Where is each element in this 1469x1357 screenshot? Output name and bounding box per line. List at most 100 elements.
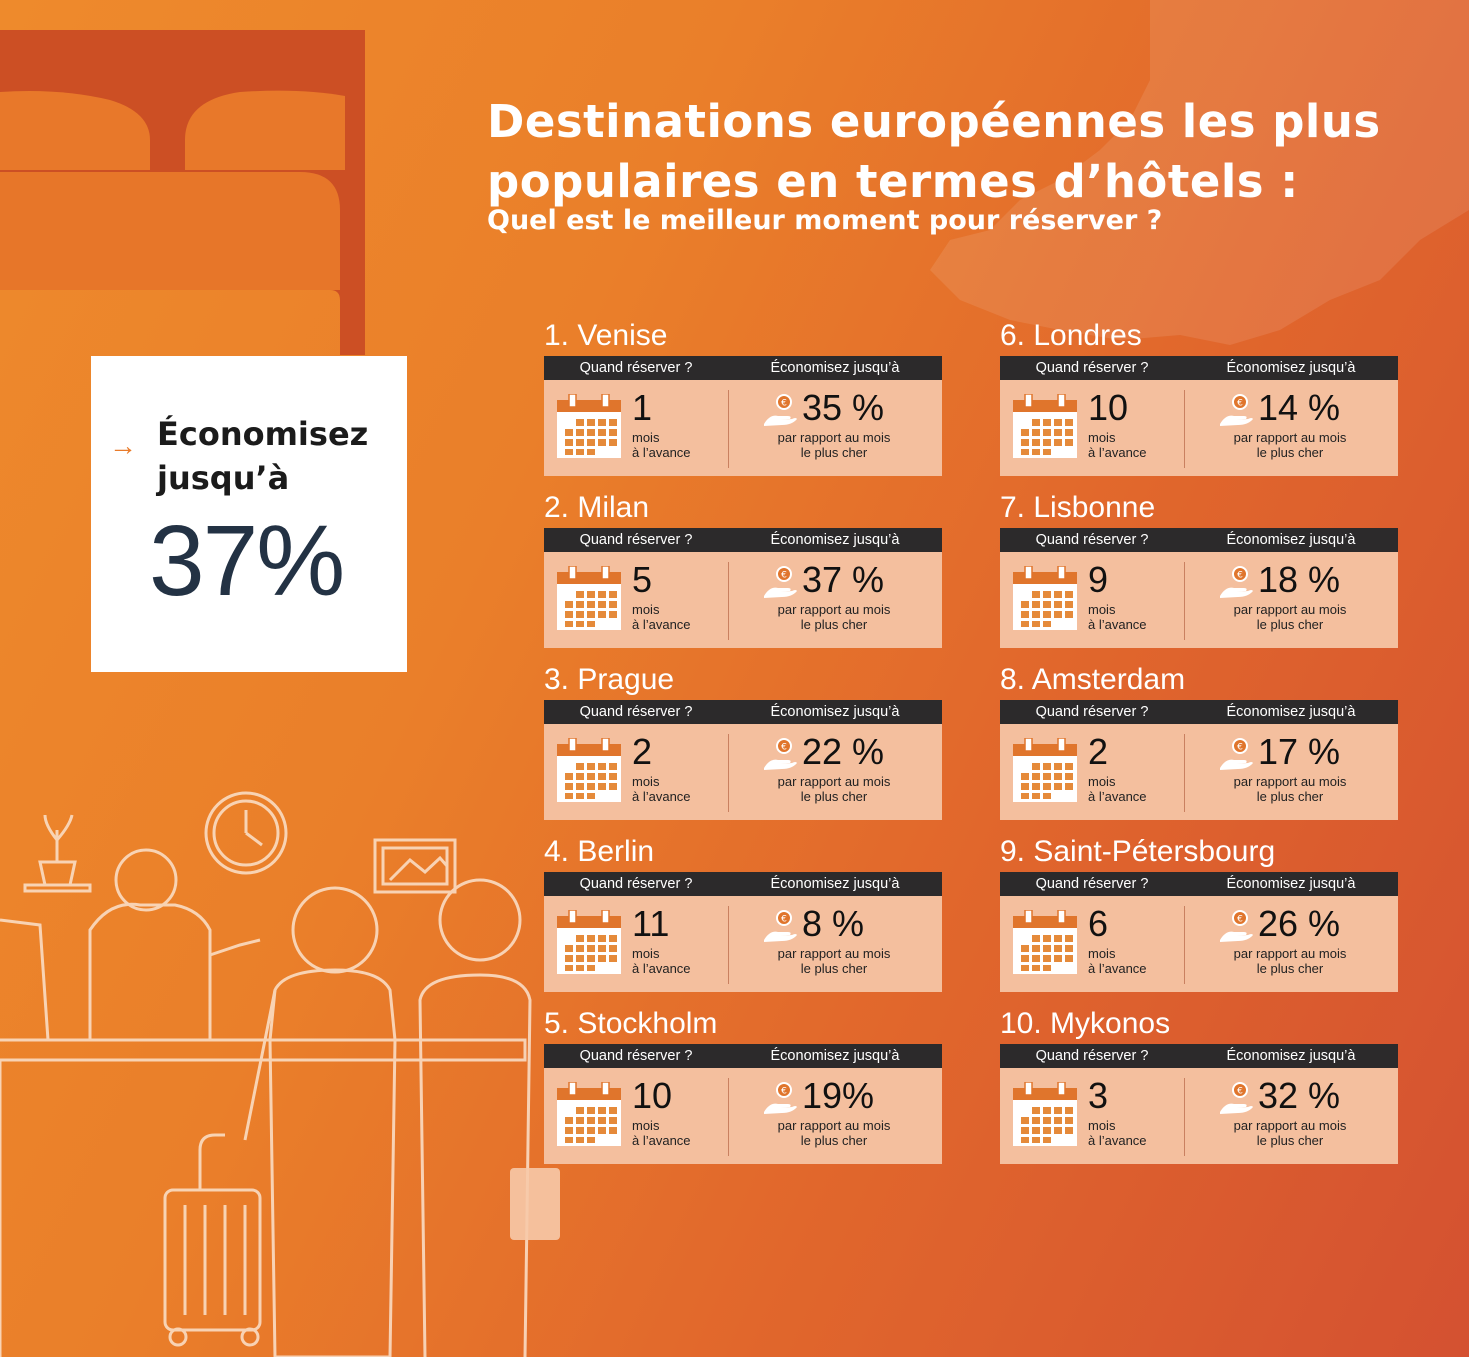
destination-card-6: 6. Londres Quand réserver ? Économisez j… xyxy=(1000,316,1398,476)
savings-value: 17 % xyxy=(1258,731,1341,772)
months-value: 9 xyxy=(1088,559,1109,600)
svg-text:€: € xyxy=(781,743,787,753)
page-subtitle: Quel est le meilleur moment pour réserve… xyxy=(487,205,1163,236)
card-divider xyxy=(1184,562,1185,640)
months-caption: mois à l’avance xyxy=(632,602,691,632)
months-value: 1 xyxy=(632,387,653,428)
months-caption: mois à l’avance xyxy=(1088,774,1147,804)
card-body: 5 mois à l’avance € 37 % par rapport au … xyxy=(544,552,942,648)
months-caption-line-1: mois xyxy=(632,602,660,617)
destination-name: 7. Lisbonne xyxy=(1000,491,1156,524)
card-body: 6 mois à l’avance € 26 % par rapport au … xyxy=(1000,896,1398,992)
save-header: Économisez jusqu’à xyxy=(770,532,900,548)
card-header: Quand réserver ? Économisez jusqu’à xyxy=(544,528,942,552)
months-caption-line-2: à l’avance xyxy=(1088,789,1147,804)
savings-caption-line-2: le plus cher xyxy=(800,617,868,632)
when-header: Quand réserver ? xyxy=(1035,532,1149,548)
calendar-icon xyxy=(1013,394,1077,458)
svg-text:€: € xyxy=(781,1087,787,1097)
coin-hand-icon: € xyxy=(1220,1082,1253,1114)
destination-name: 10. Mykonos xyxy=(1000,1007,1171,1040)
savings-caption-line-1: par rapport au mois xyxy=(777,602,891,617)
card-divider xyxy=(728,562,729,640)
months-value: 11 xyxy=(632,903,670,944)
card-divider xyxy=(1184,734,1185,812)
destination-card-10: 10. Mykonos Quand réserver ? Économisez … xyxy=(1000,1004,1398,1164)
months-caption: mois à l’avance xyxy=(632,430,691,460)
card-body: 11 mois à l’avance € 8 % par rapport au … xyxy=(544,896,942,992)
destination-card-9: 9. Saint-Pétersbourg Quand réserver ? Éc… xyxy=(1000,832,1398,992)
svg-text:€: € xyxy=(781,571,787,581)
when-header: Quand réserver ? xyxy=(579,1048,693,1064)
promo-label-line-1: Économisez xyxy=(157,415,369,453)
months-value: 6 xyxy=(1088,903,1109,944)
arrow-right-icon: → xyxy=(109,430,137,461)
card-divider xyxy=(728,734,729,812)
months-value: 5 xyxy=(632,559,653,600)
save-header: Économisez jusqu’à xyxy=(1226,360,1356,376)
coin-hand-icon: € xyxy=(764,1082,797,1114)
destination-card-7: 7. Lisbonne Quand réserver ? Économisez … xyxy=(1000,488,1398,648)
savings-caption-line-2: le plus cher xyxy=(800,789,868,804)
svg-text:€: € xyxy=(1237,1087,1243,1097)
savings-caption-line-1: par rapport au mois xyxy=(777,430,891,445)
card-header: Quand réserver ? Économisez jusqu’à xyxy=(1000,700,1398,724)
savings-value: 22 % xyxy=(802,731,885,772)
destination-name: 8. Amsterdam xyxy=(1000,663,1186,696)
savings-caption-line-2: le plus cher xyxy=(800,961,868,976)
when-header: Quand réserver ? xyxy=(1035,1048,1149,1064)
save-header: Économisez jusqu’à xyxy=(1226,876,1356,892)
calendar-icon xyxy=(557,394,621,458)
savings-value: 26 % xyxy=(1258,903,1341,944)
savings-caption-line-1: par rapport au mois xyxy=(1233,430,1347,445)
months-caption-line-2: à l’avance xyxy=(632,1133,691,1148)
months-caption-line-2: à l’avance xyxy=(632,445,691,460)
when-header: Quand réserver ? xyxy=(1035,704,1149,720)
card-header: Quand réserver ? Économisez jusqu’à xyxy=(544,356,942,380)
card-body: 2 mois à l’avance € 22 % par rapport au … xyxy=(544,724,942,820)
savings-caption-line-2: le plus cher xyxy=(800,1133,868,1148)
calendar-icon xyxy=(557,910,621,974)
card-divider xyxy=(728,390,729,468)
save-header: Économisez jusqu’à xyxy=(1226,532,1356,548)
when-header: Quand réserver ? xyxy=(579,360,693,376)
savings-caption: par rapport au mois le plus cher xyxy=(1200,946,1380,976)
destination-card-2: 2. Milan Quand réserver ? Économisez jus… xyxy=(544,488,942,648)
promo-label-line-2: jusqu’à xyxy=(157,459,290,497)
savings-caption-line-2: le plus cher xyxy=(800,445,868,460)
reception-line-art xyxy=(0,791,532,1357)
months-caption-line-1: mois xyxy=(632,774,660,789)
card-header: Quand réserver ? Économisez jusqu’à xyxy=(544,872,942,896)
card-header: Quand réserver ? Économisez jusqu’à xyxy=(1000,528,1398,552)
savings-caption: par rapport au mois le plus cher xyxy=(1200,430,1380,460)
savings-caption-line-2: le plus cher xyxy=(1256,961,1324,976)
card-divider xyxy=(1184,1078,1185,1156)
months-caption-line-2: à l’avance xyxy=(1088,1133,1147,1148)
card-body: 9 mois à l’avance € 18 % par rapport au … xyxy=(1000,552,1398,648)
destination-name: 5. Stockholm xyxy=(544,1007,718,1040)
svg-text:€: € xyxy=(1237,743,1243,753)
savings-value: 19% xyxy=(802,1075,875,1116)
savings-caption-line-2: le plus cher xyxy=(1256,445,1324,460)
months-caption: mois à l’avance xyxy=(1088,602,1147,632)
save-header: Économisez jusqu’à xyxy=(1226,704,1356,720)
months-caption-line-1: mois xyxy=(1088,430,1116,445)
when-header: Quand réserver ? xyxy=(579,876,693,892)
savings-caption: par rapport au mois le plus cher xyxy=(1200,602,1380,632)
svg-text:€: € xyxy=(1237,571,1243,581)
destination-card-3: 3. Prague Quand réserver ? Économisez ju… xyxy=(544,660,942,820)
savings-value: 35 % xyxy=(802,387,885,428)
savings-caption: par rapport au mois le plus cher xyxy=(744,774,924,804)
months-caption-line-1: mois xyxy=(632,946,660,961)
suitcase-graphic xyxy=(510,1168,560,1240)
coin-hand-icon: € xyxy=(764,910,797,942)
calendar-icon xyxy=(1013,910,1077,974)
months-value: 10 xyxy=(632,1075,673,1116)
months-caption: mois à l’avance xyxy=(632,1118,691,1148)
savings-caption-line-1: par rapport au mois xyxy=(777,946,891,961)
months-caption-line-1: mois xyxy=(632,1118,660,1133)
coin-hand-icon: € xyxy=(1220,910,1253,942)
save-header: Économisez jusqu’à xyxy=(770,704,900,720)
savings-caption-line-2: le plus cher xyxy=(1256,617,1324,632)
